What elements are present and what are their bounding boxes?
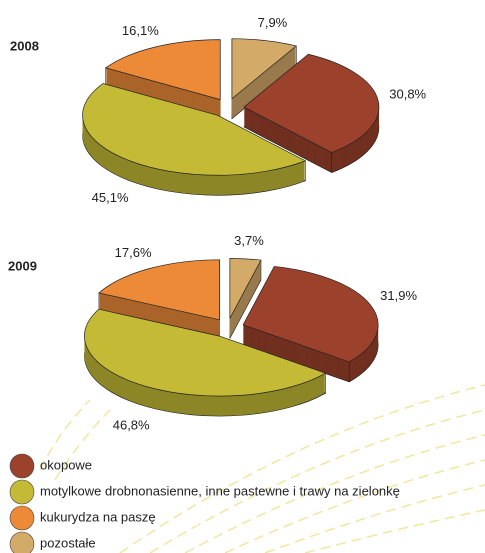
pie bbox=[84, 258, 378, 416]
value-label: 31,9% bbox=[380, 288, 417, 303]
chart: 2008 7,9% 30,8% 45,1% 16,1% 2009 3,7% 31,9% 46,8… bbox=[0, 0, 485, 553]
value-label: 45,1% bbox=[92, 190, 129, 205]
pie bbox=[83, 39, 379, 196]
value-label: 16,1% bbox=[122, 23, 159, 38]
value-label: 30,8% bbox=[389, 87, 426, 102]
legend-swatch bbox=[10, 506, 34, 530]
legend-label: okopowe bbox=[40, 457, 92, 472]
value-label: 46,8% bbox=[113, 417, 150, 432]
value-label: 3,7% bbox=[234, 233, 264, 248]
legend-swatch bbox=[10, 454, 34, 478]
legend-swatch bbox=[10, 480, 34, 504]
legend-label: pozostałe bbox=[40, 535, 96, 550]
legend-label: motylkowe drobnonasienne, inne pastewne … bbox=[40, 483, 400, 498]
value-label: 17,6% bbox=[115, 245, 152, 260]
value-label: 7,9% bbox=[258, 15, 288, 30]
legend-label: kukurydza na paszę bbox=[40, 509, 156, 524]
pie-title: 2008 bbox=[10, 38, 39, 53]
legend-swatch bbox=[10, 532, 34, 553]
pie-title: 2009 bbox=[8, 258, 37, 273]
